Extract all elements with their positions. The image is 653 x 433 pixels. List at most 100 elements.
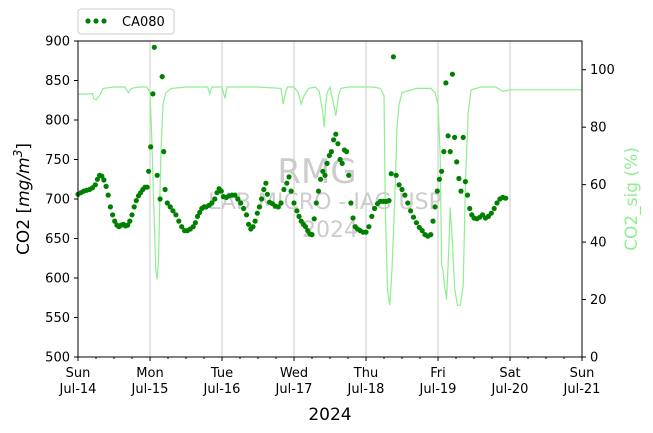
data-point	[170, 208, 176, 214]
data-point	[396, 182, 402, 188]
x-tick-label-day: Mon	[136, 366, 163, 381]
data-point	[313, 200, 319, 206]
data-point	[92, 182, 98, 188]
data-point	[127, 218, 133, 224]
x-tick-label-day: Tue	[210, 366, 233, 381]
left-tick-label: 500	[45, 351, 70, 366]
x-tick-label-day: Wed	[280, 366, 308, 381]
data-point	[131, 204, 137, 210]
data-point	[350, 215, 356, 221]
x-tick-label-date: Jul-16	[203, 382, 241, 397]
data-point	[324, 160, 330, 166]
data-point	[252, 218, 258, 224]
data-point	[110, 212, 116, 218]
data-point	[441, 149, 447, 155]
left-tick-label: 750	[45, 153, 70, 168]
data-point	[386, 198, 392, 204]
right-tick-label: 100	[590, 63, 615, 78]
data-point	[452, 134, 458, 140]
left-tick-label: 700	[45, 193, 70, 208]
data-point	[328, 149, 334, 155]
x-axis: SunJul-14MonJul-15TueJul-16WedJul-17ThuJ…	[59, 357, 601, 397]
data-point	[284, 180, 290, 186]
data-point	[151, 44, 157, 50]
left-y-axis-title-suffix: ]	[14, 143, 34, 150]
data-point	[218, 188, 224, 194]
x-tick-label-date: Jul-15	[131, 382, 169, 397]
data-point	[432, 204, 438, 210]
data-point	[318, 176, 324, 182]
data-point	[150, 91, 156, 97]
data-point	[212, 196, 218, 202]
data-point	[503, 195, 509, 201]
data-point	[246, 221, 252, 227]
data-point	[494, 200, 500, 206]
right-y-axis: 0 20 40 60 80 100	[582, 63, 615, 366]
legend-box	[77, 8, 175, 35]
watermark: RMG LAB MICRO - IAG USP 2024	[208, 152, 442, 243]
data-point	[447, 149, 453, 155]
x-tick-label-day: Fri	[430, 366, 446, 381]
data-point	[94, 176, 100, 182]
data-point	[154, 172, 160, 178]
data-point	[288, 188, 294, 194]
legend-label-ca080: CA080	[122, 15, 165, 30]
left-tick-label: 550	[45, 311, 70, 326]
data-point	[194, 213, 201, 219]
data-point	[408, 208, 414, 214]
data-point	[235, 196, 241, 202]
data-point	[232, 192, 238, 198]
data-point	[428, 232, 434, 238]
data-point	[339, 160, 345, 166]
data-point	[467, 205, 473, 212]
data-point	[190, 224, 196, 230]
data-point	[157, 196, 163, 202]
data-point	[445, 133, 451, 139]
data-point	[146, 168, 152, 174]
data-point	[259, 196, 265, 202]
left-y-axis-title-prefix: CO2 [	[14, 207, 34, 255]
data-point	[413, 220, 419, 226]
data-point	[333, 131, 339, 137]
right-y-axis-title: CO2_sig (%)	[622, 147, 642, 251]
x-tick-label-date: Jul-17	[275, 382, 313, 397]
x-tick-label-date: Jul-21	[563, 382, 601, 397]
data-point	[399, 186, 405, 193]
legend-marker	[93, 18, 99, 24]
data-point	[125, 222, 131, 228]
x-tick-label-date: Jul-20	[491, 382, 529, 397]
left-y-axis-title: CO2 [mg/m3]	[11, 143, 34, 255]
data-point	[256, 204, 262, 210]
data-point	[434, 188, 440, 194]
data-point	[344, 149, 350, 155]
x-tick-label-day: Thu	[353, 366, 378, 381]
right-tick-label: 60	[590, 178, 607, 193]
data-point	[388, 171, 394, 177]
data-point	[439, 168, 445, 174]
data-point	[302, 224, 309, 230]
co2-series-ca080	[75, 44, 509, 239]
right-tick-label: 20	[590, 293, 607, 308]
x-tick-label-date: Jul-19	[419, 382, 457, 397]
data-point	[320, 168, 326, 174]
data-point	[129, 212, 135, 218]
data-point	[458, 188, 464, 194]
data-point	[105, 192, 111, 198]
data-point	[464, 192, 471, 198]
data-point	[337, 156, 343, 163]
left-tick-label: 850	[45, 74, 70, 89]
x-tick-label-date: Jul-18	[347, 382, 385, 397]
data-point	[454, 159, 460, 165]
data-point	[296, 213, 302, 219]
data-point	[99, 173, 105, 179]
data-point	[366, 224, 372, 230]
data-point	[148, 144, 154, 150]
x-tick-label-day: Sat	[499, 366, 520, 381]
data-point	[101, 177, 107, 183]
data-point	[410, 214, 417, 220]
data-point	[214, 190, 220, 196]
data-point	[322, 172, 328, 178]
data-point	[488, 210, 494, 216]
data-point	[133, 198, 139, 204]
